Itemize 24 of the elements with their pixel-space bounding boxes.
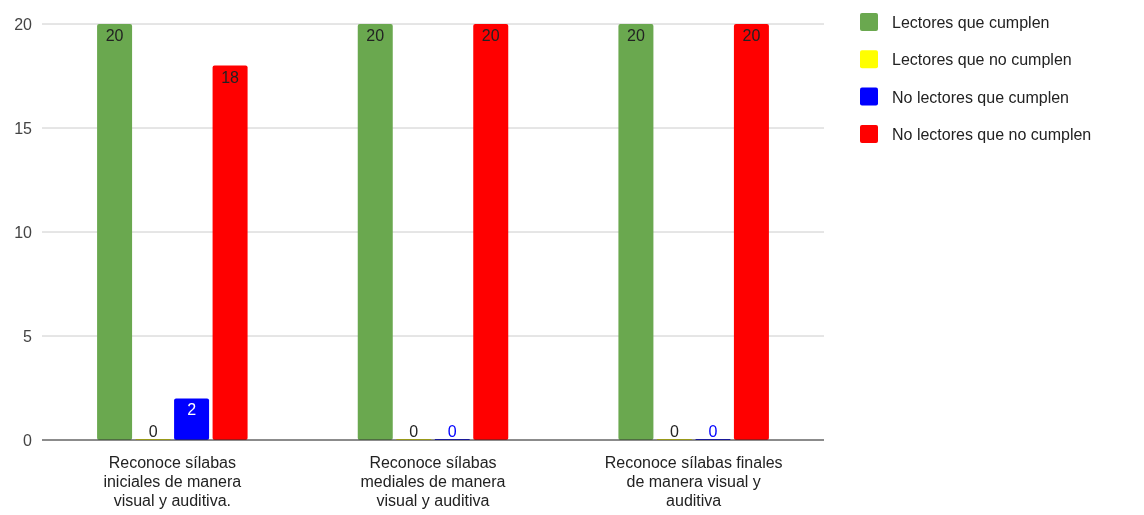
y-tick-label: 5: [23, 328, 33, 345]
x-tick-label: Reconoce sílabas finales de manera visual y auditiva: [604, 454, 783, 509]
y-tick-label: 20: [14, 16, 33, 33]
y-tick-label: 0: [23, 432, 33, 449]
legend-label: Lectores que cumplen: [892, 14, 1050, 31]
data-label: 20: [627, 27, 645, 44]
data-label: 20: [481, 27, 500, 44]
data-label: 0: [708, 423, 718, 440]
data-label: 0: [148, 423, 158, 440]
data-label: 0: [669, 423, 679, 440]
data-label: 2: [187, 401, 197, 419]
y-tick-label: 10: [14, 224, 33, 241]
y-tick-label: 15: [14, 120, 33, 137]
x-tick-label: Reconoce sílabas mediales de manera visual y auditiva: [360, 454, 506, 509]
data-label: 20: [105, 27, 124, 44]
data-label: 0: [447, 423, 457, 440]
x-tick-label: Reconoce sílabas iniciales de manera visual y auditiva.: [103, 454, 242, 509]
data-label: 0: [409, 423, 419, 440]
legend-label: Lectores que no cumplen: [892, 51, 1072, 69]
legend-label: No lectores que no cumplen: [892, 125, 1092, 143]
data-label: 18: [221, 68, 240, 86]
data-label: 20: [742, 27, 761, 44]
data-label: 20: [366, 27, 385, 44]
legend-label: No lectores que cumplen: [892, 88, 1069, 106]
